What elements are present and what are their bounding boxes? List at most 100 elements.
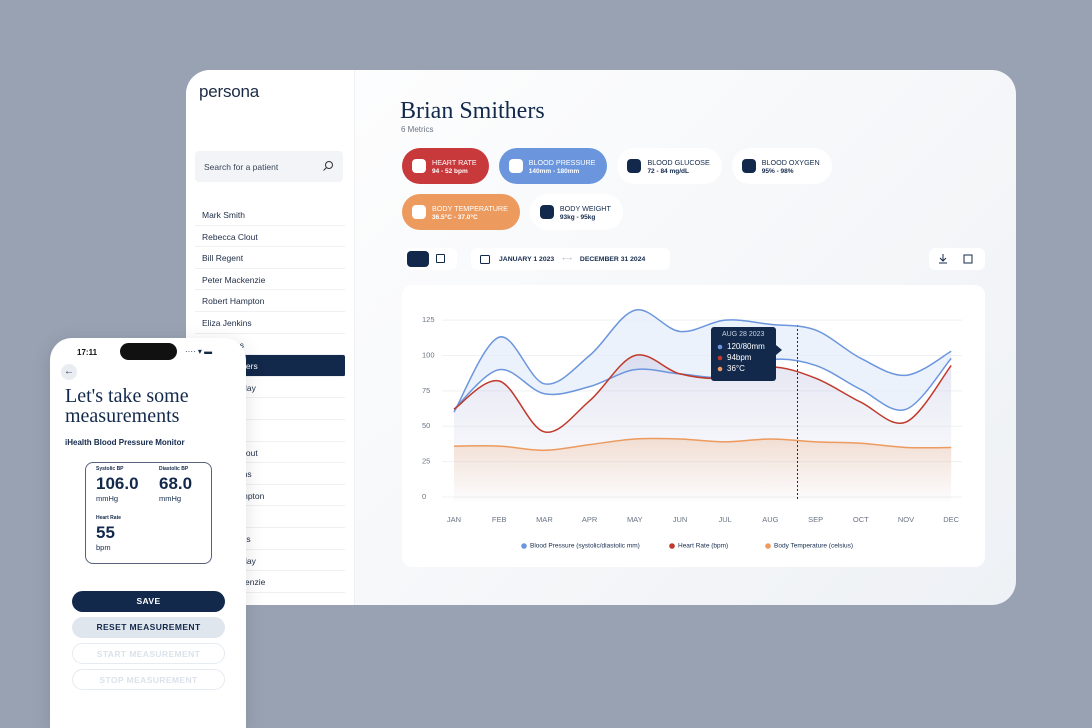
date-range[interactable]: JANUARY 1 2023 ⟷ DECEMBER 31 2024	[471, 248, 670, 270]
start-date: JANUARY 1 2023	[499, 256, 555, 263]
metric-text: HEART RATE 94 - 52 bpm	[432, 158, 477, 175]
reading-unit: mmHg	[159, 494, 182, 503]
metric-label: BODY WEIGHT	[559, 203, 611, 213]
search-icon	[323, 161, 333, 171]
chart: 0 25 50 75 100 125 JAN FEB MAR APR MAY JUN JUL AUG SEP…	[422, 309, 962, 550]
reading-label: Systolic BP	[96, 466, 124, 472]
metric-text: BLOOD GLUCOSE 72 - 84 mg/dL	[647, 158, 709, 175]
area	[454, 438, 952, 501]
metric-chips: HEART RATE 94 - 52 bpm BLOOD PRESSURE 140mm…	[402, 148, 852, 230]
y-tick-label: 25	[422, 457, 430, 466]
metric-icon	[508, 159, 523, 173]
y-tick-label: 0	[422, 492, 426, 501]
metric-text: BODY WEIGHT 93kg - 95kg	[560, 204, 611, 221]
metric-icon	[412, 159, 426, 173]
y-tick-label: 50	[422, 421, 430, 430]
metric-icon	[412, 205, 426, 219]
metric-label: BODY TEMPERATURE	[432, 203, 508, 213]
metric-chip[interactable]: BODY WEIGHT 93kg - 95kg	[529, 194, 623, 230]
metric-range: 140mm - 180mm	[528, 167, 580, 175]
device-name: iHealth Blood Pressure Monitor	[65, 438, 185, 447]
chart-card: 0 25 50 75 100 125 JAN FEB MAR APR MAY JUN JUL AUG SEP…	[402, 285, 985, 567]
x-tick-label: DEC	[943, 515, 959, 524]
x-tick-label: AUG	[762, 515, 778, 524]
phone-button[interactable]: START MEASUREMENT	[72, 643, 225, 664]
patient[interactable]: Mark Smith	[195, 204, 345, 226]
dynamic-island	[120, 343, 177, 360]
legend-dot	[521, 543, 527, 549]
metric-text: BLOOD OXYGEN 95% - 98%	[762, 158, 820, 175]
legend-dot	[669, 543, 675, 549]
y-tick-label: 100	[422, 351, 435, 360]
tooltip-date: AUG 28 2023	[722, 331, 765, 338]
series-line	[453, 309, 952, 413]
metric-chip[interactable]: BODY TEMPERATURE 36.5°C - 37.0°C	[402, 194, 520, 230]
patient-name: Brian Smithers	[400, 98, 545, 124]
reading-value: 55	[96, 523, 115, 542]
back-button[interactable]: ←	[61, 364, 77, 380]
tooltip-line: 94bpm	[727, 353, 752, 362]
phone-button[interactable]: SAVE	[72, 591, 225, 612]
brand: persona	[199, 82, 260, 101]
reading-unit: mmHg	[96, 494, 119, 503]
tooltip-line: 120/80mm	[727, 342, 765, 351]
chart-view[interactable]	[407, 251, 429, 267]
patient[interactable]: Peter Mackenzie	[195, 269, 345, 291]
metric-label: BLOOD GLUCOSE	[647, 157, 710, 167]
bp-diastolic-line	[453, 357, 952, 411]
x-tick-label: NOV	[898, 515, 914, 524]
x-tick-label: OCT	[853, 515, 869, 524]
patient[interactable]: Eliza Jenkins	[195, 312, 345, 334]
export-icons[interactable]	[929, 248, 985, 270]
x-tick-label: JUN	[673, 515, 688, 524]
x-tick-label: FEB	[492, 515, 507, 524]
reading-label: Diastolic BP	[159, 466, 189, 472]
x-tick-label: MAR	[536, 515, 553, 524]
phone: 17:11 ···· ▾ ▬ ← Let's take some measure…	[50, 338, 246, 728]
patient[interactable]: Rebecca Clout	[195, 226, 345, 248]
legend-label: Heart Rate (bpm)	[678, 543, 728, 550]
metric-text: BODY TEMPERATURE 36.5°C - 37.0°C	[432, 204, 508, 221]
metric-chip[interactable]: BLOOD OXYGEN 95% - 98%	[731, 148, 832, 184]
metric-icon	[741, 159, 756, 173]
metric-range: 72 - 84 mg/dL	[647, 167, 689, 175]
calendar-icon	[480, 255, 490, 264]
series-line	[453, 354, 952, 433]
metric-chip[interactable]: BLOOD GLUCOSE 72 - 84 mg/dL	[617, 148, 722, 184]
patient[interactable]: Robert Hampton	[195, 290, 345, 312]
table-view[interactable]	[436, 254, 445, 263]
reading-unit: bpm	[96, 543, 111, 552]
reading: Diastolic BP 68.0 mmHg	[159, 466, 192, 503]
y-tick-label: 75	[422, 386, 430, 395]
legend-label: Blood Pressure (systolic/diastolic mm)	[530, 543, 640, 550]
tooltip-dot	[717, 366, 723, 372]
metric-range: 93kg - 95kg	[559, 213, 596, 221]
reading-value: 106.0	[96, 474, 139, 493]
search-placeholder: Search for a patient	[204, 162, 279, 172]
readings: Systolic BP 106.0 mmHg Diastolic BP 68.0 mmHg…	[85, 462, 212, 564]
metric-chip[interactable]: HEART RATE 94 - 52 bpm	[402, 148, 489, 184]
metric-text: BLOOD PRESSURE 140mm - 180mm	[529, 158, 596, 175]
phone-title: Let's take some measurements	[65, 385, 189, 427]
patient[interactable]: Bill Regent	[195, 247, 345, 269]
phone-button[interactable]: RESET MEASUREMENT	[72, 617, 225, 638]
search[interactable]: Search for a patient	[195, 151, 343, 182]
view-toggle[interactable]	[405, 248, 457, 270]
legend-dot	[765, 543, 771, 549]
metric-chip[interactable]: BLOOD PRESSURE 140mm - 180mm	[498, 148, 608, 184]
phone-button[interactable]: STOP MEASUREMENT	[72, 669, 225, 690]
metric-range: 36.5°C - 37.0°C	[432, 213, 478, 221]
reading: Systolic BP 106.0 mmHg	[96, 466, 139, 503]
end-date: DECEMBER 31 2024	[579, 256, 646, 263]
metric-range: 94 - 52 bpm	[432, 167, 468, 175]
metric-icon	[539, 205, 554, 219]
reading: Heart Rate 55 bpm	[96, 515, 121, 552]
reading-label: Heart Rate	[96, 515, 122, 521]
metric-label: HEART RATE	[432, 157, 477, 167]
bp-band	[454, 309, 952, 413]
tooltip-arrow	[776, 345, 782, 355]
metric-icon	[627, 159, 642, 173]
y-tick-label: 125	[422, 315, 435, 324]
metric-range: 95% - 98%	[761, 167, 794, 175]
